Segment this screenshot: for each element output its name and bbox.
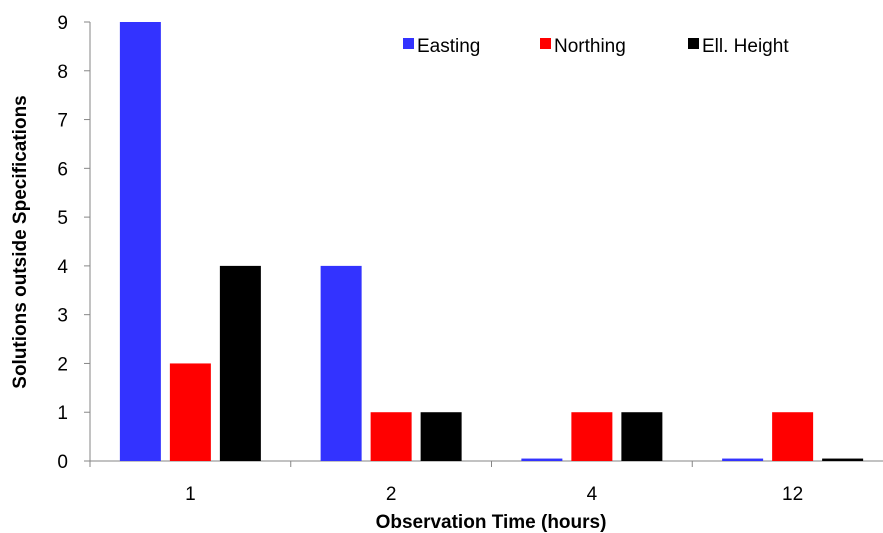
x-axis-title: Observation Time (hours): [376, 512, 607, 533]
legend-item: Ell. Height: [688, 36, 789, 57]
bar-northing-1: [169, 363, 211, 461]
legend-item: Easting: [403, 36, 480, 57]
legend-item: Northing: [540, 36, 626, 57]
bar-northing-2: [370, 412, 412, 461]
bar-easting-4: [521, 458, 563, 461]
x-tick-label: 2: [386, 484, 397, 505]
legend-label: Northing: [554, 36, 626, 57]
bar-ell-height-2: [420, 412, 462, 461]
x-tick-label: 1: [185, 484, 196, 505]
legend-label: Easting: [417, 36, 480, 57]
bar-ell-height-1: [219, 265, 261, 461]
x-axis-ticks: 1 2 4 12: [89, 461, 803, 505]
x-tick-label: 4: [587, 484, 598, 505]
y-tick-label: 9: [57, 13, 68, 34]
y-tick-label: 8: [57, 62, 68, 83]
y-axis-ticks: 0 1 2 3 4 5 6 7 8 9: [57, 13, 90, 473]
legend: Easting Northing Ell. Height: [403, 36, 789, 57]
y-tick-label: 2: [57, 354, 68, 375]
bar-easting-12: [722, 458, 764, 461]
legend-label: Ell. Height: [702, 36, 789, 57]
bar-northing-12: [772, 412, 814, 461]
bar-easting-1: [119, 22, 161, 461]
legend-swatch: [688, 38, 699, 49]
y-axis-title: Solutions outside Specifications: [10, 95, 31, 388]
y-tick-label: 5: [57, 208, 68, 229]
bar-northing-4: [571, 412, 613, 461]
y-tick-label: 6: [57, 159, 68, 180]
y-tick-label: 1: [57, 403, 68, 424]
bar-ell-height-12: [822, 458, 864, 461]
y-tick-label: 7: [57, 111, 68, 132]
legend-swatch: [540, 38, 551, 49]
legend-swatch: [403, 38, 414, 49]
y-tick-label: 3: [57, 306, 68, 327]
y-tick-label: 0: [57, 452, 68, 473]
bars: [119, 22, 864, 461]
x-tick-label: 12: [782, 484, 803, 505]
y-tick-label: 4: [57, 257, 68, 278]
bar-easting-2: [320, 265, 362, 461]
bar-ell-height-4: [621, 412, 663, 461]
